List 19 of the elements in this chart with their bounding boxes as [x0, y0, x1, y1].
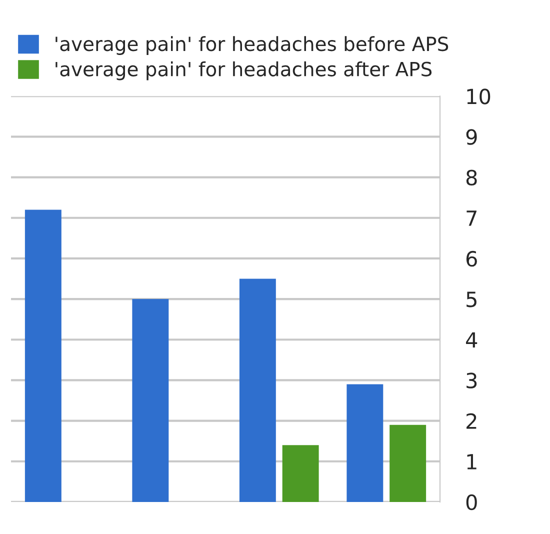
y-tick-label: 0 [466, 494, 477, 510]
y-tick-label: 9 [466, 129, 477, 145]
bar [239, 278, 276, 502]
y-tick-label: 7 [466, 210, 476, 226]
y-tick-label: 8 [466, 170, 477, 186]
bar [24, 210, 62, 502]
y-tick-label: 2 [466, 413, 476, 429]
bar [132, 299, 169, 502]
y-tick-label: 3 [466, 372, 477, 388]
bar [346, 384, 384, 502]
bar [282, 445, 319, 502]
y-tick-label: 1 [467, 454, 476, 470]
y-tick-label: 5 [466, 292, 476, 308]
y-tick-label: 4 [466, 332, 478, 348]
y-tick-label: 10 [467, 88, 490, 104]
legend-label: 'average pain' for headaches before APS [56, 36, 448, 55]
bar [390, 424, 426, 502]
legend-label: 'average pain' for headaches after APS [56, 61, 432, 80]
y-tick-label: 6 [466, 250, 477, 267]
